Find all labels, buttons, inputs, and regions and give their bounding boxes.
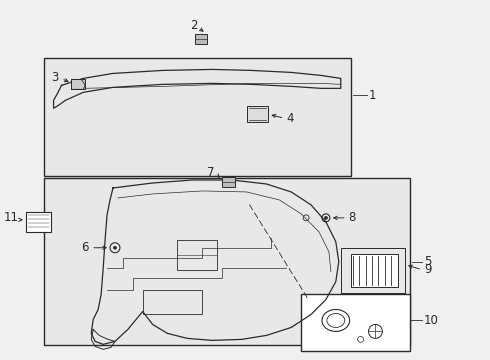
Text: 11: 11 bbox=[4, 211, 19, 224]
Text: 1: 1 bbox=[368, 89, 376, 102]
Circle shape bbox=[324, 216, 327, 219]
Bar bbox=[44, 178, 410, 345]
Bar bbox=[177, 240, 217, 270]
Bar bbox=[341, 248, 405, 293]
Bar bbox=[143, 289, 202, 315]
Bar bbox=[195, 33, 207, 44]
Circle shape bbox=[114, 246, 117, 249]
Bar bbox=[44, 58, 351, 176]
Bar bbox=[351, 254, 398, 287]
Text: 8: 8 bbox=[349, 211, 356, 224]
Bar bbox=[246, 106, 269, 122]
Bar bbox=[301, 293, 410, 351]
Bar bbox=[26, 212, 50, 232]
Text: 3: 3 bbox=[51, 71, 58, 84]
Text: 10: 10 bbox=[424, 314, 439, 327]
Bar bbox=[222, 177, 235, 187]
Text: 6: 6 bbox=[81, 241, 88, 254]
Text: 4: 4 bbox=[286, 112, 294, 125]
Text: 7: 7 bbox=[207, 166, 215, 179]
Bar bbox=[72, 80, 85, 89]
Text: 9: 9 bbox=[424, 263, 432, 276]
Text: 2: 2 bbox=[190, 19, 197, 32]
Text: 5: 5 bbox=[424, 255, 431, 268]
